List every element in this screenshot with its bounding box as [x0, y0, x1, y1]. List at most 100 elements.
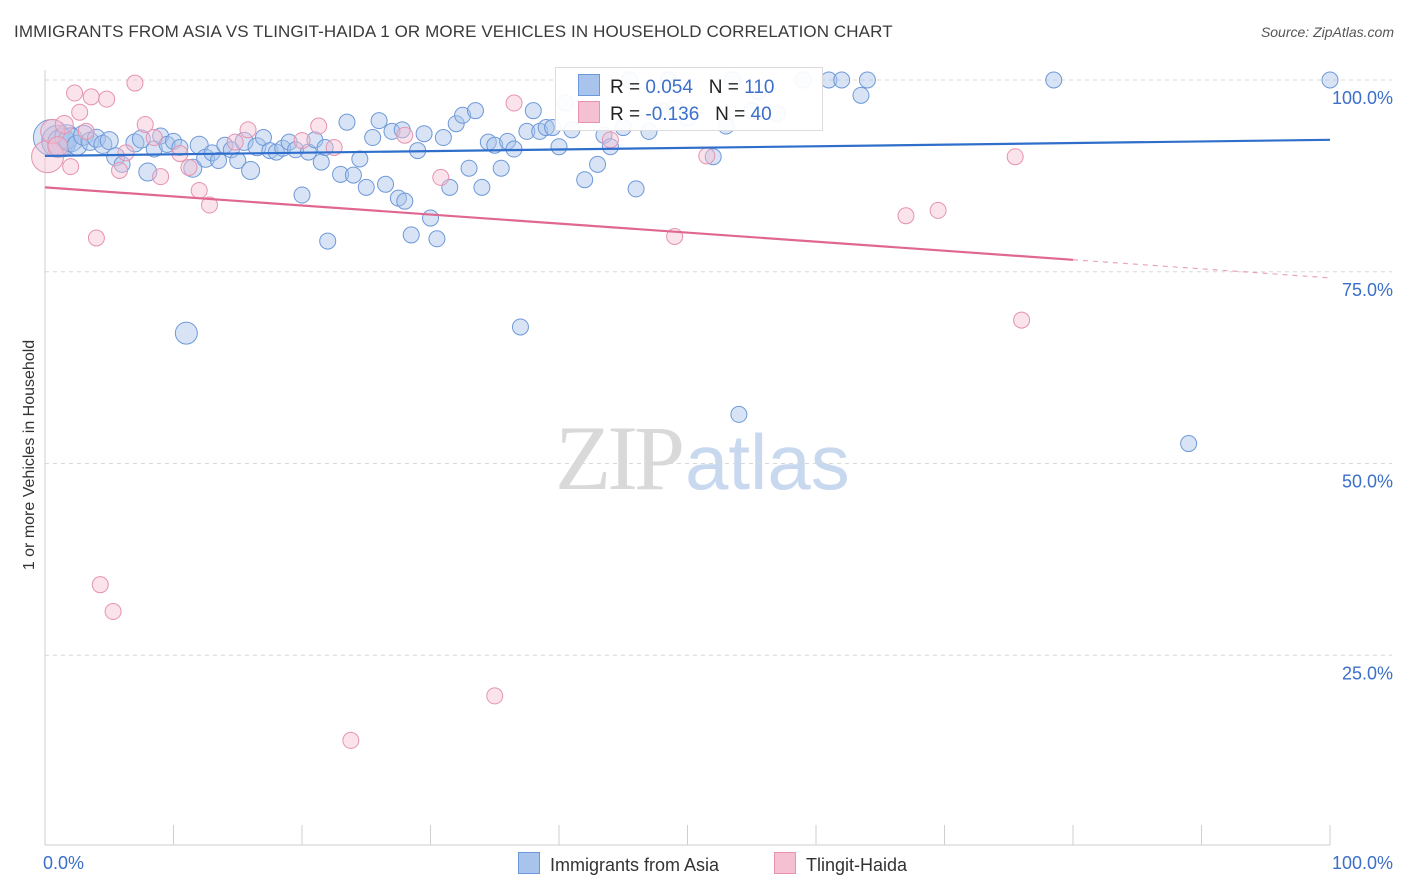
watermark-atlas: atlas	[685, 418, 850, 506]
asia-r-value: 0.054	[645, 77, 693, 98]
tlingit-point-18	[152, 168, 170, 186]
tlingit-point-25	[310, 117, 328, 135]
tlingit-point-38	[396, 126, 414, 144]
asia-point-69	[492, 159, 510, 177]
tlingit-point-30	[505, 94, 523, 112]
asia-point-80	[576, 171, 594, 189]
asia-point-42	[312, 153, 330, 171]
asia-point-43	[319, 232, 337, 250]
asia-point-93	[730, 405, 748, 423]
asia-point-59	[428, 230, 446, 248]
tlingit-point-15	[126, 74, 144, 92]
y-tick-label-100: 100.0%	[1332, 88, 1393, 108]
tlingit-point-23	[226, 133, 244, 151]
tlingit-trend-line	[44, 186, 1074, 261]
stats-row-tlingit: R = -0.136 N = 40	[578, 101, 772, 127]
asia-swatch	[578, 74, 600, 96]
asia-point-62	[447, 115, 465, 133]
legend-swatch-tlingit	[774, 852, 796, 874]
legend-item-tlingit[interactable]: Tlingit-Haida	[774, 852, 907, 876]
asia-point-63	[454, 106, 472, 124]
tlingit-point-3	[54, 114, 74, 134]
asia-point-76	[537, 119, 555, 137]
asia-point-45	[338, 113, 356, 131]
x-tick-label-min: 0.0%	[43, 853, 84, 873]
tlingit-point-13	[111, 162, 129, 180]
asia-trend-line	[44, 138, 1331, 158]
stats-box: R = 0.054 N = 110 R = -0.136 N = 40	[555, 67, 823, 131]
asia-point-57	[415, 125, 433, 143]
tlingit-point-34	[897, 207, 915, 225]
asia-point-81	[589, 155, 607, 173]
tlingit-point-2	[47, 136, 69, 158]
asia-point-102	[1180, 435, 1198, 453]
asia-point-54	[396, 192, 414, 210]
tlingit-point-12	[104, 603, 122, 621]
asia-point-90	[704, 148, 722, 166]
asia-point-39	[293, 186, 311, 204]
asia-point-58	[422, 209, 439, 227]
tlingit-point-5	[66, 84, 84, 102]
asia-point-73	[518, 122, 536, 140]
asia-point-74	[524, 102, 542, 120]
y-tick-label-50: 50.0%	[1342, 472, 1393, 492]
legend-label-asia: Immigrants from Asia	[550, 855, 720, 875]
asia-point-103	[1321, 71, 1339, 89]
tlingit-point-9	[87, 229, 105, 247]
source-credit: Source: ZipAtlas.com	[1260, 24, 1394, 40]
y-tick-label-75: 75.0%	[1342, 280, 1393, 300]
x-tick-label-max: 100.0%	[1332, 853, 1393, 873]
tlingit-point-11	[98, 90, 116, 108]
tlingit-point-37	[1013, 311, 1031, 329]
asia-point-47	[351, 150, 369, 168]
asia-point-21	[174, 321, 198, 345]
asia-n-value: 110	[744, 77, 775, 98]
asia-point-60	[434, 129, 452, 147]
asia-point-46	[344, 166, 362, 184]
asia-r-label: R =	[610, 77, 641, 98]
y-tick-label-25: 25.0%	[1342, 663, 1393, 683]
tlingit-point-35	[929, 201, 947, 219]
tlingit-point-16	[136, 115, 154, 133]
asia-point-17	[152, 127, 170, 145]
asia-point-72	[511, 318, 529, 336]
tlingit-point-20	[180, 158, 198, 176]
tlingit-point-4	[62, 158, 80, 176]
legend-label-tlingit: Tlingit-Haida	[806, 855, 908, 875]
tlingit-point-14	[117, 144, 135, 162]
tlingit-point-39	[293, 132, 311, 150]
asia-point-100	[858, 71, 876, 89]
asia-point-26	[209, 152, 227, 170]
asia-n-label: N =	[708, 77, 739, 98]
tlingit-point-36	[1006, 148, 1024, 166]
tlingit-r-label: R =	[610, 104, 641, 125]
tlingit-point-28	[432, 168, 450, 186]
tlingit-point-1	[40, 118, 66, 144]
watermark-zip: ZIP	[555, 407, 685, 509]
tlingit-point-31	[601, 131, 619, 149]
y-axis-label: 1 or more Vehicles in Household	[21, 339, 38, 571]
asia-point-55	[402, 226, 420, 244]
asia-point-10	[99, 131, 119, 151]
asia-point-77	[550, 138, 568, 156]
tlingit-r-value: -0.136	[645, 104, 700, 125]
tlingit-point-29	[486, 687, 504, 705]
asia-point-49	[364, 129, 382, 147]
asia-point-64	[460, 159, 478, 177]
stats-row-asia: R = 0.054 N = 110	[578, 74, 774, 100]
legend-item-asia[interactable]: Immigrants from Asia	[518, 852, 719, 876]
asia-point-101	[1045, 71, 1063, 89]
asia-point-66	[473, 178, 491, 196]
asia-point-50	[370, 112, 388, 130]
asia-point-51	[377, 175, 395, 193]
asia-point-14	[131, 129, 151, 149]
tlingit-point-33	[698, 147, 716, 165]
tlingit-swatch	[578, 101, 600, 123]
asia-point-20	[171, 138, 189, 156]
asia-point-85	[627, 180, 645, 198]
asia-point-65	[466, 102, 484, 120]
tlingit-point-24	[239, 121, 257, 139]
asia-point-83	[601, 138, 619, 156]
tlingit-point-17	[145, 129, 163, 147]
tlingit-point-22	[200, 196, 218, 214]
